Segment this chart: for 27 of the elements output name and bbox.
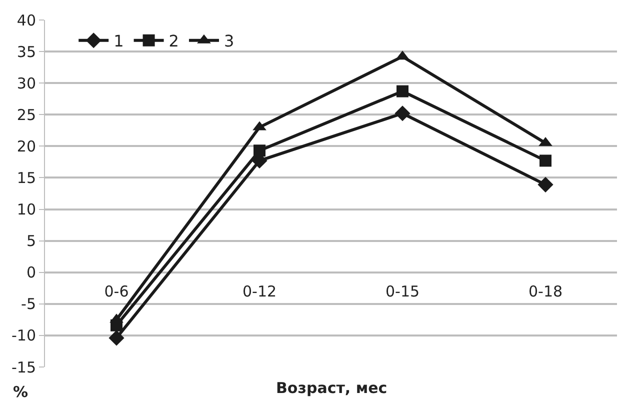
- y-tick-label: 25: [16, 106, 36, 124]
- point: [396, 85, 408, 98]
- y-tick-label: 15: [16, 168, 36, 187]
- y-tick-label: 40: [16, 11, 36, 30]
- y-tick-label: -15: [12, 358, 36, 376]
- x-tick-label: 0-15: [385, 282, 420, 300]
- legend-label: 3: [224, 32, 234, 51]
- y-tick-label: -5: [21, 295, 36, 314]
- point: [540, 154, 552, 167]
- y-tick-label: -10: [12, 326, 36, 345]
- legend-label: 1: [114, 32, 124, 51]
- x-tick-label: 0-12: [242, 282, 277, 300]
- legend-label: 2: [168, 32, 179, 51]
- point: [394, 106, 410, 122]
- y-tick-label: 0: [26, 264, 36, 282]
- point: [538, 176, 554, 192]
- x-axis-title: Возраст, мес: [276, 379, 388, 397]
- x-tick-label: 0-18: [528, 282, 563, 300]
- point: [108, 330, 124, 346]
- y-tick-label: 30: [16, 74, 36, 92]
- y-axis-title: %: [13, 383, 28, 401]
- x-tick-label: 0-6: [104, 282, 129, 300]
- point: [254, 144, 266, 157]
- y-tick-label: 5: [26, 232, 36, 250]
- y-tick-label: 10: [16, 200, 36, 219]
- y-tick-label: 35: [16, 42, 36, 61]
- y-tick-label: 20: [16, 137, 36, 156]
